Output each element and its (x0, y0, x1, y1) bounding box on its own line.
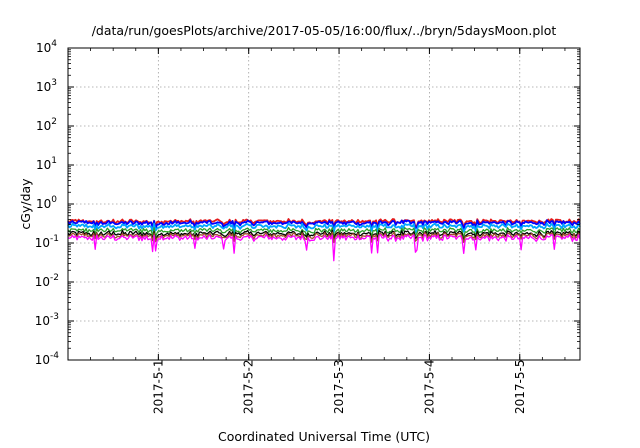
y-tick-label: 10-1 (35, 234, 59, 250)
series-line (67, 233, 581, 262)
y-tick-label: 10-2 (35, 273, 59, 289)
x-axis: 2017-5-1 2017-5-2 2017-5-3 2017-5-4 2017-5-5 (67, 48, 566, 414)
series-line (67, 222, 581, 234)
y-tick-label: 103 (36, 78, 57, 94)
x-tick-label: 2017-5-2 (242, 360, 256, 414)
y-tick-label: 101 (36, 156, 57, 172)
x-tick-label: 2017-5-1 (151, 360, 165, 414)
y-tick-label: 100 (36, 195, 57, 211)
y-tick-label: 102 (36, 117, 57, 133)
x-axis-label: Coordinated Universal Time (UTC) (218, 429, 430, 444)
y-axis: 10-4 10-3 10-2 10-1 100 101 102 103 104 (35, 39, 580, 367)
x-tick-label: 2017-5-4 (422, 360, 436, 414)
y-tick-label: 10-4 (35, 351, 60, 367)
series-layer (67, 218, 581, 262)
grid (68, 48, 580, 360)
y-axis-label: cGy/day (18, 178, 33, 230)
y-tick-label: 10-3 (35, 312, 59, 328)
series-line (67, 226, 581, 239)
y-tick-label: 104 (36, 39, 57, 55)
chart-title: /data/run/goesPlots/archive/2017-05-05/1… (92, 23, 557, 38)
x-tick-label: 2017-5-3 (332, 360, 346, 414)
x-tick-label: 2017-5-5 (513, 360, 527, 414)
